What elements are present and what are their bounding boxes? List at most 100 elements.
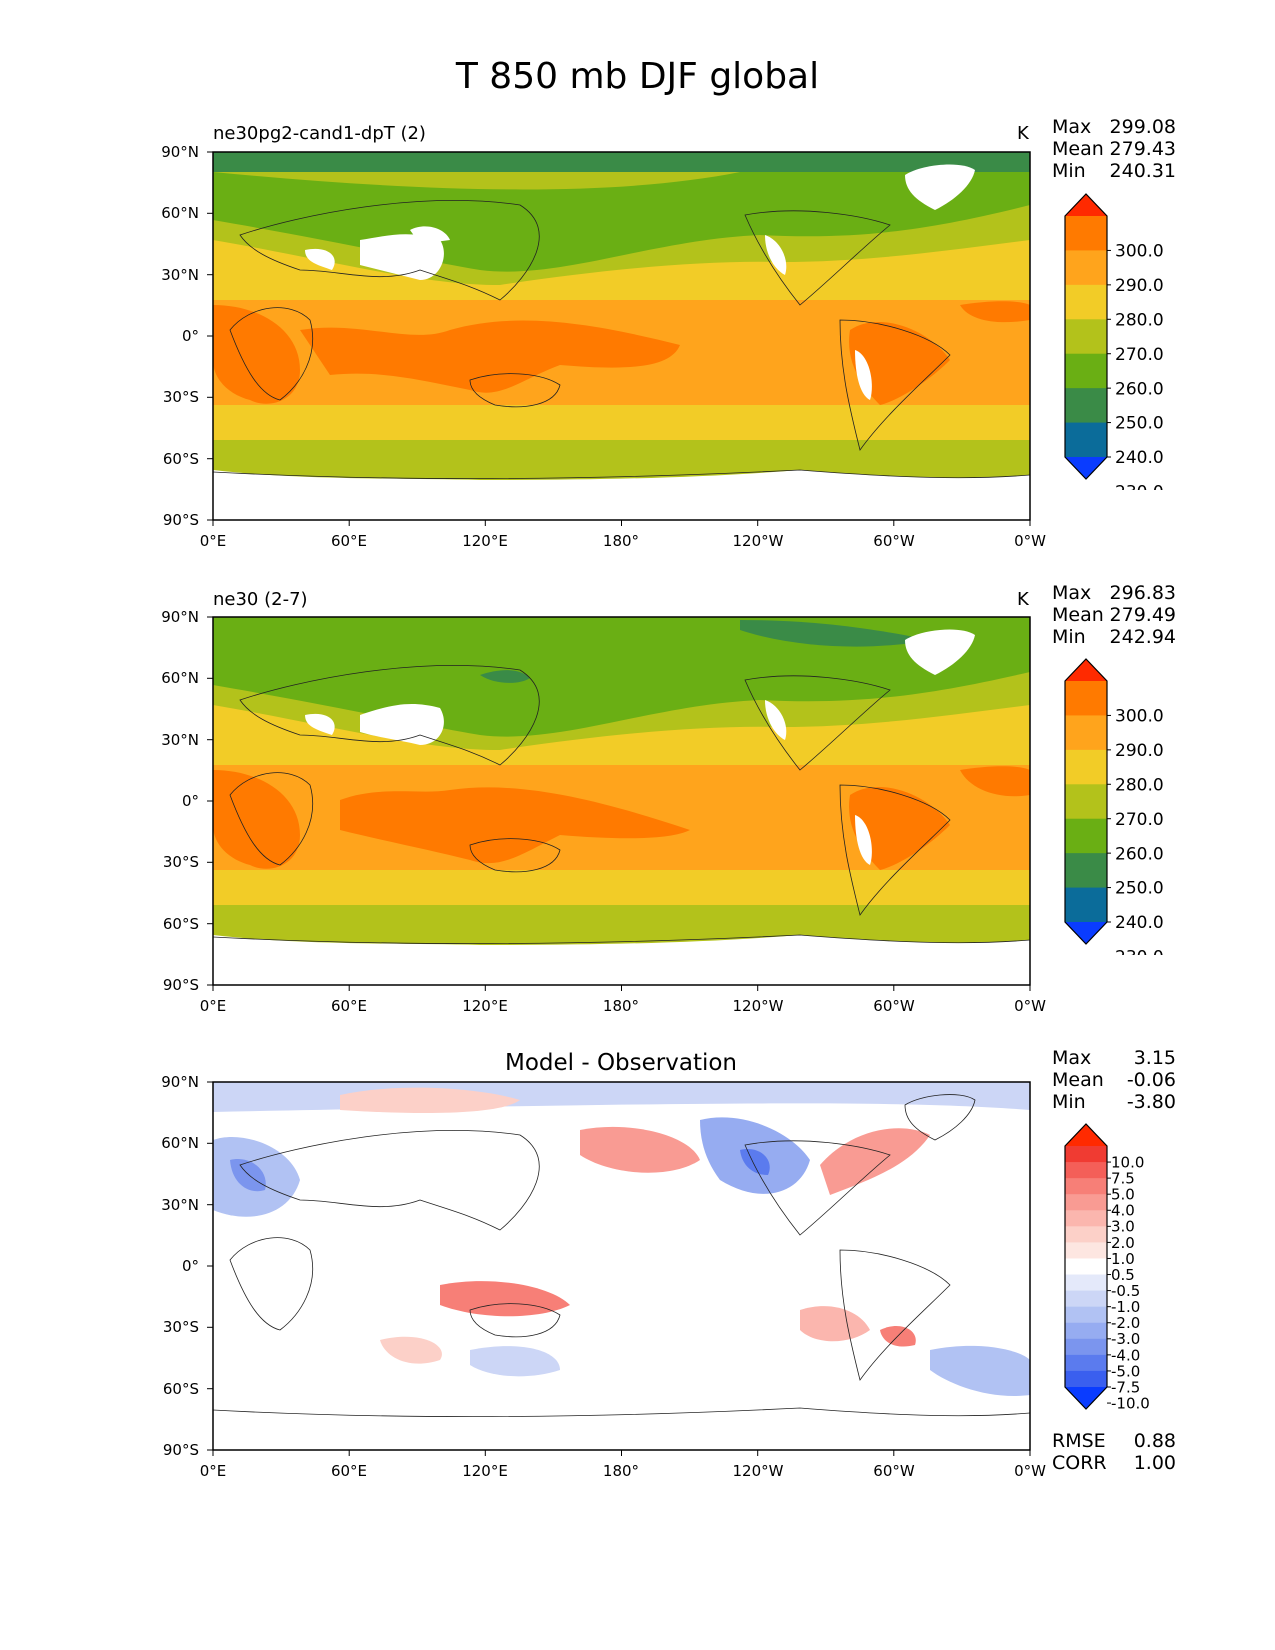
lat-tick: 90°S: [163, 976, 199, 994]
panel1-label: ne30pg2-cand1-dpT (2): [213, 123, 426, 144]
colorbar-swatch: [1065, 715, 1107, 751]
panel1-stats: Max 299.08 Mean 279.43 Min 240.31: [1052, 116, 1176, 186]
lat-tick: 90°N: [161, 608, 199, 626]
stat-min-label: Min: [1052, 1091, 1086, 1113]
colorbar-swatch: [1065, 1178, 1107, 1195]
panel2-label: ne30 (2-7): [213, 589, 308, 610]
lon-tick: 0°E: [200, 532, 227, 550]
lon-tick: 0°E: [200, 1462, 227, 1480]
lon-tick: 180°: [603, 1462, 639, 1480]
colorbar-tick-label: 10.0: [1111, 1153, 1144, 1171]
panel3-colorbar: 10.07.55.04.03.02.01.00.5-0.5-1.0-2.0-3.…: [1064, 1123, 1150, 1412]
lat-tick: 0°: [182, 327, 199, 345]
colorbar-swatch: [1065, 853, 1107, 889]
colorbar-tick-label: 230.0: [1115, 948, 1164, 955]
panel3-title: Model - Observation: [504, 1050, 738, 1076]
stat-mean-label: Mean: [1052, 138, 1104, 160]
colorbar-extend-max: [1065, 659, 1107, 681]
stat-min-label: Min: [1052, 626, 1086, 648]
colorbar-swatch: [1065, 1210, 1107, 1227]
corr-value: 1.00: [1133, 1452, 1176, 1474]
lon-tick: 120°W: [733, 532, 784, 550]
panel1-field: [213, 152, 1030, 520]
colorbar-extend-max: [1065, 1124, 1107, 1146]
panel2-colorbar: 300.0 290.0 280.0 270.0 260.0 250.0 240.0 230.0: [1064, 658, 1164, 955]
colorbar-swatch: [1065, 388, 1107, 424]
stat-mean-value: 279.49: [1109, 604, 1176, 626]
colorbar-swatch: [1065, 1274, 1107, 1292]
colorbar-swatch: [1065, 784, 1107, 820]
stat-mean-label: Mean: [1052, 604, 1104, 626]
lat-tick: 60°S: [163, 450, 199, 468]
colorbar-tick-label: 3.0: [1111, 1218, 1135, 1236]
colorbar-swatch: [1065, 422, 1107, 458]
colorbar-swatch: [1065, 216, 1107, 251]
lat-tick: 60°S: [163, 915, 199, 933]
lon-tick: 120°W: [733, 997, 784, 1015]
panel3-coastlines: [212, 1094, 1031, 1417]
lat-tick: 0°: [182, 1257, 199, 1275]
stat-min-value: 240.31: [1109, 160, 1176, 182]
panel2-coastlines: [212, 665, 1031, 944]
colorbar-tick-label: 0.5: [1111, 1266, 1135, 1284]
panel2-lat-ticks: 90°N 60°N 30°N 0° 30°S 60°S 90°S: [161, 608, 199, 994]
colorbar-tick-label: 280.0: [1115, 310, 1164, 330]
lat-tick: 30°S: [163, 388, 199, 406]
colorbar-tick-label: 300.0: [1115, 707, 1164, 727]
panel3-metrics: RMSE 0.88 CORR 1.00: [1052, 1430, 1176, 1478]
lon-tick: 60°W: [873, 532, 915, 550]
lon-tick: 0°E: [200, 997, 227, 1015]
panel2-lon-ticks: 0°E 60°E 120°E 180° 120°W 60°W 0°W: [200, 997, 1046, 1015]
colorbar-swatch: [1065, 1290, 1107, 1308]
lon-tick: 60°W: [873, 997, 915, 1015]
colorbar-swatch: [1065, 353, 1107, 389]
colorbar-tick-label: 280.0: [1115, 775, 1164, 795]
lat-tick: 30°S: [163, 1318, 199, 1336]
panel1-lon-ticks: 0°E 60°E 120°E 180° 120°W 60°W 0°W: [200, 532, 1046, 550]
colorbar-tick-label: 270.0: [1115, 345, 1164, 365]
colorbar-tick-label: -4.0: [1111, 1346, 1140, 1364]
colorbar-tick-label: 290.0: [1115, 741, 1164, 761]
lat-tick: 0°: [182, 792, 199, 810]
panel1-lat-ticks: 90°N 60°N 30°N 0° 30°S 60°S 90°S: [161, 143, 199, 529]
stat-mean-value: 279.43: [1109, 138, 1176, 160]
colorbar-swatch: [1065, 1226, 1107, 1243]
lat-tick: 60°N: [161, 1134, 199, 1152]
stat-max-value: 296.83: [1109, 582, 1176, 604]
colorbar-swatch: [1065, 1162, 1107, 1179]
colorbar-tick-label: 270.0: [1115, 810, 1164, 830]
colorbar-swatch: [1065, 818, 1107, 854]
lon-tick: 120°E: [462, 1462, 508, 1480]
stat-max-label: Max: [1052, 116, 1092, 138]
stat-max-value: 299.08: [1109, 116, 1176, 138]
lon-tick: 120°W: [733, 1462, 784, 1480]
lat-tick: 60°N: [161, 204, 199, 222]
colorbar-tick-label: 1.0: [1111, 1250, 1135, 1268]
lon-tick: 120°E: [462, 997, 508, 1015]
colorbar-tick-label: -3.0: [1111, 1330, 1140, 1348]
colorbar-tick-label: -7.5: [1111, 1378, 1140, 1396]
colorbar-tick-label: 5.0: [1111, 1186, 1135, 1204]
colorbar-extend-min: [1065, 922, 1107, 944]
lon-tick: 60°E: [331, 997, 367, 1015]
panel3-field: [213, 1082, 1030, 1450]
lat-tick: 90°N: [161, 1073, 199, 1091]
colorbar-extend-min: [1065, 457, 1107, 479]
figure-title: T 850 mb DJF global: [455, 56, 820, 97]
lon-tick: 180°: [603, 532, 639, 550]
panel3-frame: [207, 1081, 1031, 1456]
stat-min-value: 242.94: [1109, 626, 1176, 648]
colorbar-swatch: [1065, 1242, 1107, 1259]
stat-min-value: -3.80: [1126, 1091, 1176, 1113]
lat-tick: 90°N: [161, 143, 199, 161]
colorbar-tick-label: -5.0: [1111, 1362, 1140, 1380]
colorbar-swatch: [1065, 319, 1107, 355]
panel2-field: [213, 617, 1030, 985]
rmse-label: RMSE: [1052, 1430, 1106, 1452]
colorbar-swatch: [1065, 887, 1107, 923]
colorbar-tick-label: 260.0: [1115, 844, 1164, 864]
colorbar-tick-label: -10.0: [1111, 1394, 1150, 1412]
lat-tick: 90°S: [163, 1441, 199, 1459]
